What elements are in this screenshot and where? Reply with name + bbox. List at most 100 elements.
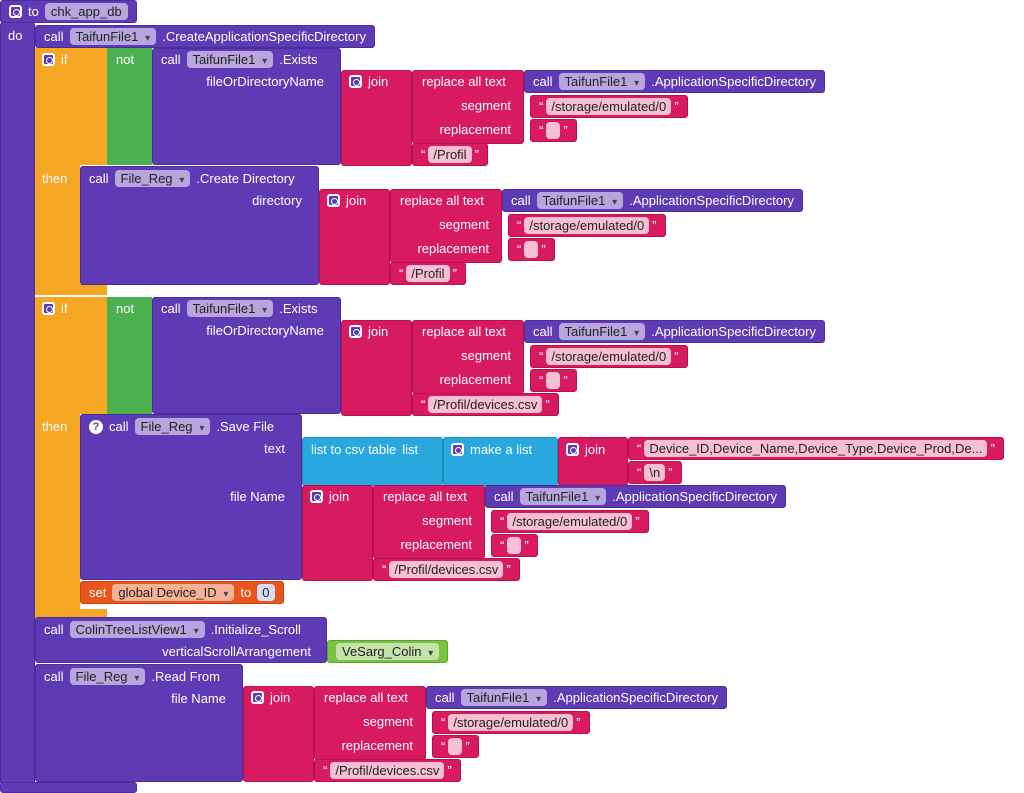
string-value: /storage/emulated/0 xyxy=(524,217,650,234)
string-literal xyxy=(500,537,529,554)
string-literal: \n xyxy=(637,464,673,481)
string-literal: /Profil/devices.csv xyxy=(323,762,452,779)
label: call xyxy=(109,419,129,434)
dropdown[interactable]: TaifunFile1 xyxy=(186,300,274,317)
not-block xyxy=(107,48,152,165)
dropdown[interactable]: File_Reg xyxy=(114,170,191,187)
dropdown[interactable]: File_Reg xyxy=(69,668,146,685)
label: set xyxy=(89,585,107,600)
text-block xyxy=(530,369,577,392)
string-value: /storage/emulated/0 xyxy=(546,98,672,115)
gear-icon[interactable] xyxy=(451,443,464,456)
block-row: replace all text xyxy=(383,488,467,505)
label: .Create Directory xyxy=(196,171,295,186)
label: join xyxy=(368,324,389,339)
csv-block xyxy=(302,437,443,486)
gear-icon[interactable] xyxy=(310,490,323,503)
help-icon[interactable] xyxy=(89,419,103,434)
gear-icon[interactable] xyxy=(9,5,22,18)
text-block xyxy=(508,238,555,261)
replace-block xyxy=(412,320,524,394)
gear-icon[interactable] xyxy=(42,302,55,315)
label: .ApplicationSpecificDirectory xyxy=(651,74,816,89)
text-block: /storage/emulated/0 xyxy=(491,510,649,533)
block-row: if xyxy=(42,300,68,317)
block-row: replace all text xyxy=(324,689,408,706)
socket-label: fileOrDirectoryName xyxy=(206,74,324,89)
label: .Exists xyxy=(279,52,318,67)
procedure-body xyxy=(0,22,35,785)
component-block: VeSarg_Colin xyxy=(327,640,449,663)
socket-label: replacement xyxy=(417,241,489,256)
string-literal xyxy=(539,372,568,389)
socket-label: verticalScrollArrangement xyxy=(162,644,311,659)
dropdown[interactable]: TaifunFile1 xyxy=(519,488,607,505)
label: to xyxy=(28,4,39,19)
string-value: Device_ID,Device_Name,Device_Type,Device… xyxy=(644,440,988,457)
dropdown[interactable]: TaifunFile1 xyxy=(460,689,548,706)
string-value: /storage/emulated/0 xyxy=(448,714,574,731)
socket-label: file Name xyxy=(230,489,285,504)
call-block: call TaifunFile1 .ApplicationSpecificDirec… xyxy=(485,485,786,508)
gear-icon[interactable] xyxy=(42,53,55,66)
string-literal: Device_ID,Device_Name,Device_Type,Device… xyxy=(637,440,995,457)
procedure-foot xyxy=(0,782,137,793)
call-block xyxy=(152,297,341,414)
gear-icon[interactable] xyxy=(327,194,340,207)
text-block: /storage/emulated/0 xyxy=(530,345,688,368)
gear-icon[interactable] xyxy=(251,691,264,704)
block-row: call TaifunFile1 .Exists xyxy=(161,300,318,317)
dropdown[interactable]: TaifunFile1 xyxy=(536,192,624,209)
label: call xyxy=(494,489,514,504)
label: call xyxy=(44,29,64,44)
dropdown[interactable]: TaifunFile1 xyxy=(558,73,646,90)
string-literal: /Profil/devices.csv xyxy=(421,396,550,413)
block-row: join xyxy=(251,689,290,706)
text-block: /Profil xyxy=(412,143,488,166)
empty-string xyxy=(524,241,539,258)
call-block: call TaifunFile1 .CreateApplicationSpecifi… xyxy=(35,25,375,48)
call-block: call TaifunFile1 .ApplicationSpecificDirec… xyxy=(524,70,825,93)
socket-label: replacement xyxy=(439,372,511,387)
if-block xyxy=(35,165,80,285)
socket-label: replacement xyxy=(400,537,472,552)
label: .Save File xyxy=(216,419,275,434)
block-row: replace all text xyxy=(400,192,484,209)
string-value: /storage/emulated/0 xyxy=(546,348,672,365)
dropdown[interactable]: VeSarg_Colin xyxy=(336,643,440,660)
text-block xyxy=(530,119,577,142)
label: not xyxy=(116,52,135,67)
call-block xyxy=(80,166,319,285)
text-block: /storage/emulated/0 xyxy=(432,711,590,734)
gear-icon[interactable] xyxy=(566,443,579,456)
block-row: call File_Reg .Save File xyxy=(89,418,274,435)
label: .ApplicationSpecificDirectory xyxy=(612,489,777,504)
block-row: replace all text xyxy=(422,73,506,90)
block-row: call TaifunFile1 .Exists xyxy=(161,51,318,68)
procedure-header: to chk_app_db xyxy=(0,0,137,23)
string-literal xyxy=(539,122,568,139)
dropdown[interactable]: TaifunFile1 xyxy=(69,28,157,45)
label: call xyxy=(89,171,109,186)
label: join xyxy=(585,442,606,457)
socket-label: fileOrDirectoryName xyxy=(206,323,324,338)
string-literal xyxy=(441,738,470,755)
dropdown[interactable]: ColinTreeListView1 xyxy=(69,621,205,638)
gear-icon[interactable] xyxy=(349,325,362,338)
string-literal: /storage/emulated/0 xyxy=(517,217,657,234)
label: call xyxy=(533,74,553,89)
dropdown[interactable]: TaifunFile1 xyxy=(558,323,646,340)
text-block: \n xyxy=(628,461,682,484)
dropdown[interactable]: global Device_ID xyxy=(112,584,235,601)
label: to xyxy=(240,585,252,600)
block-row: do xyxy=(8,27,22,44)
text-block: /Profil/devices.csv xyxy=(314,759,461,782)
block-row: call File_Reg .Create Directory xyxy=(89,170,295,187)
dropdown[interactable]: File_Reg xyxy=(134,418,211,435)
label: replace all text xyxy=(422,74,506,89)
dropdown[interactable]: TaifunFile1 xyxy=(186,51,274,68)
if-block xyxy=(35,609,107,619)
gear-icon[interactable] xyxy=(349,75,362,88)
string-literal: /storage/emulated/0 xyxy=(539,98,679,115)
socket-label: segment xyxy=(439,217,489,232)
